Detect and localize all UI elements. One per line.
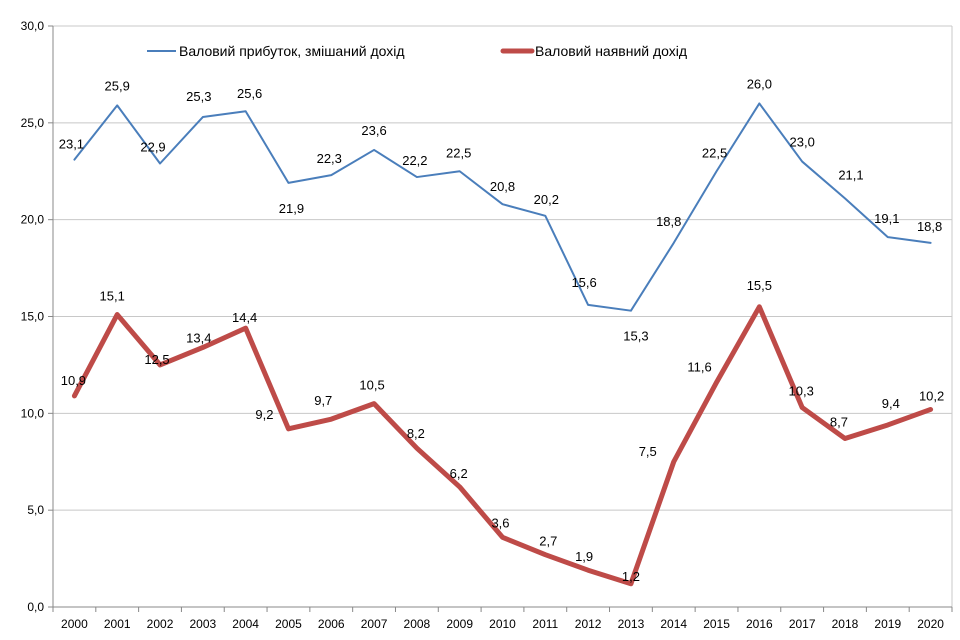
data-label-gross-profit: 23,6	[361, 123, 386, 138]
data-label-gross-profit: 25,9	[105, 78, 130, 93]
data-label-disposable-income: 1,9	[575, 549, 593, 564]
x-tick-label: 2006	[318, 617, 345, 631]
x-tick-label: 2011	[532, 617, 558, 631]
data-label-gross-profit: 25,3	[186, 89, 211, 104]
x-tick-label: 2007	[361, 617, 388, 631]
data-label-disposable-income: 10,9	[61, 373, 86, 388]
x-tick-label: 2019	[874, 617, 901, 631]
y-tick-label: 0,0	[27, 600, 44, 614]
data-label-disposable-income: 15,1	[100, 289, 125, 304]
data-label-gross-profit: 22,5	[702, 145, 727, 160]
x-tick-label: 2009	[446, 617, 473, 631]
x-tick-label: 2018	[832, 617, 859, 631]
data-label-disposable-income: 8,7	[830, 415, 848, 430]
data-label-gross-profit: 18,8	[656, 214, 681, 229]
legend-label-gross-profit: Валовий прибуток, змішаний дохід	[179, 43, 405, 59]
data-label-gross-profit: 18,8	[917, 219, 942, 234]
data-label-gross-profit: 15,3	[623, 329, 648, 344]
data-label-gross-profit: 25,6	[237, 86, 262, 101]
x-tick-label: 2003	[189, 617, 216, 631]
data-label-disposable-income: 2,7	[539, 534, 557, 549]
data-label-disposable-income: 14,4	[232, 310, 257, 325]
data-label-disposable-income: 9,7	[314, 393, 332, 408]
data-label-gross-profit: 19,1	[874, 211, 899, 226]
legend: Валовий прибуток, змішаний дохід Валовий…	[147, 43, 687, 59]
x-tick-label: 2004	[232, 617, 259, 631]
x-tick-label: 2020	[917, 617, 944, 631]
data-label-disposable-income: 11,6	[687, 359, 711, 374]
data-label-disposable-income: 15,5	[747, 278, 772, 293]
gridlines	[53, 25, 953, 607]
data-label-gross-profit: 21,1	[838, 167, 863, 182]
y-tick-label: 10,0	[21, 406, 45, 420]
data-label-gross-profit: 23,1	[59, 137, 84, 152]
data-labels: 23,1 25,9 22,9 25,3 25,6 21,9 22,3 23,6 22,2 22,5…	[59, 76, 945, 583]
data-label-disposable-income: 12,5	[144, 352, 169, 367]
x-tick-label: 2012	[575, 617, 602, 631]
data-label-disposable-income: 10,3	[789, 384, 814, 399]
data-label-disposable-income: 13,4	[186, 330, 211, 345]
y-tick-label: 5,0	[27, 503, 44, 517]
y-axis: 0,0 5,0 10,0 15,0 20,0 25,0 30,0	[21, 19, 54, 614]
data-label-disposable-income: 6,2	[450, 466, 468, 481]
data-label-disposable-income: 3,6	[491, 515, 509, 530]
data-label-disposable-income: 10,5	[359, 378, 384, 393]
data-label-gross-profit: 23,0	[790, 135, 815, 150]
data-label-gross-profit: 20,8	[490, 179, 515, 194]
x-tick-label: 2001	[104, 617, 131, 631]
series-group	[71, 102, 934, 587]
data-label-disposable-income: 9,2	[255, 407, 273, 422]
series-line-disposable-income	[71, 304, 934, 587]
data-label-disposable-income: 7,5	[639, 444, 657, 459]
y-tick-label: 20,0	[21, 213, 45, 227]
data-label-gross-profit: 26,0	[747, 76, 772, 91]
x-tick-label: 2016	[746, 617, 773, 631]
x-tick-label: 2002	[147, 617, 174, 631]
x-tick-label: 2010	[489, 617, 516, 631]
data-label-gross-profit: 20,2	[534, 192, 559, 207]
data-label-gross-profit: 22,9	[140, 140, 165, 155]
x-tick-label: 2014	[660, 617, 687, 631]
x-tick-label: 2017	[789, 617, 816, 631]
data-label-gross-profit: 22,3	[317, 151, 342, 166]
x-tick-label: 2008	[404, 617, 431, 631]
y-tick-label: 15,0	[21, 310, 45, 324]
data-label-gross-profit: 21,9	[279, 201, 304, 216]
series-line-gross-profit	[73, 102, 932, 312]
x-tick-label: 2000	[61, 617, 88, 631]
x-tick-label: 2015	[703, 617, 730, 631]
data-label-gross-profit: 22,2	[402, 153, 427, 168]
data-label-gross-profit: 22,5	[446, 145, 471, 160]
x-axis: 2000 2001 2002 2003 2004 2005 2006 2007 2008 2009…	[52, 606, 953, 631]
y-tick-label: 25,0	[21, 116, 45, 130]
y-tick-label: 30,0	[21, 19, 45, 33]
x-tick-label: 2013	[618, 617, 645, 631]
x-tick-label: 2005	[275, 617, 302, 631]
legend-label-disposable-income: Валовий наявний дохід	[535, 43, 687, 59]
data-label-disposable-income: 10,2	[919, 388, 944, 403]
data-label-disposable-income: 1,2	[622, 569, 640, 584]
data-label-disposable-income: 9,4	[882, 396, 900, 411]
data-label-gross-profit: 15,6	[571, 275, 596, 290]
data-label-disposable-income: 8,2	[407, 426, 425, 441]
